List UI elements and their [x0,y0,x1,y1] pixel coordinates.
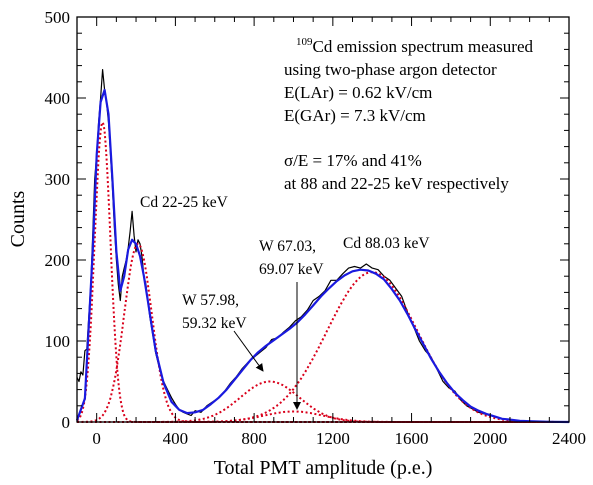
plot-frame [76,16,570,423]
peak-label-w-67-line-1: W 67.03, [259,238,316,255]
arrow-w-58-to-component [233,330,264,372]
peak-labels: Cd 22-25 keV W 67.03, 69.07 keV Cd 88.03… [140,194,430,332]
annotation-line-1-text: Cd emission spectrum measured [313,37,534,56]
x-tick-label: 0 [92,429,101,448]
axis-ticks: 0 400 800 1200 1600 2000 2400 0 100 200 300 400 500 [45,8,587,448]
annotation-line-3: E(LAr) = 0.62 kV/cm [284,83,432,102]
y-axis-title: Counts [7,190,29,247]
y-tick-label: 0 [62,413,71,432]
y-tick-label: 100 [45,332,71,351]
y-tick-label: 200 [45,251,71,270]
peak-label-w-58-line-2: 59.32 keV [182,315,247,332]
x-tick-label: 1200 [316,429,350,448]
x-tick-label: 2400 [552,429,586,448]
x-tick-label: 800 [241,429,267,448]
total-fit-line [75,88,570,424]
y-tick-label: 500 [45,8,71,27]
peak-label-cd-88: Cd 88.03 keV [343,235,430,252]
annotation-line-5: σ/E = 17% and 41% [284,151,422,170]
annotation-line-2: using two-phase argon detector [284,60,497,79]
annotation-line-1: 109Cd emission spectrum measured [296,36,533,56]
peak-label-w-67-line-2: 69.07 keV [259,261,324,278]
annotation-line-6: at 88 and 22-25 keV respectively [284,174,509,193]
info-annotation: 109Cd emission spectrum measured using t… [284,36,533,193]
y-tick-label: 300 [45,170,71,189]
x-tick-label: 2000 [473,429,507,448]
peak-label-w-58-line-1: W 57.98, [182,292,239,309]
y-tick-label: 400 [45,89,71,108]
peak-label-cd-22-25: Cd 22-25 keV [140,194,229,211]
x-axis-title: Total PMT amplitude (p.e.) [214,457,433,479]
annotation-isotope-mass: 109 [296,36,313,48]
annotation-line-4: E(GAr) = 7.3 kV/cm [284,106,426,125]
x-tick-label: 1600 [395,429,429,448]
x-tick-label: 400 [163,429,189,448]
